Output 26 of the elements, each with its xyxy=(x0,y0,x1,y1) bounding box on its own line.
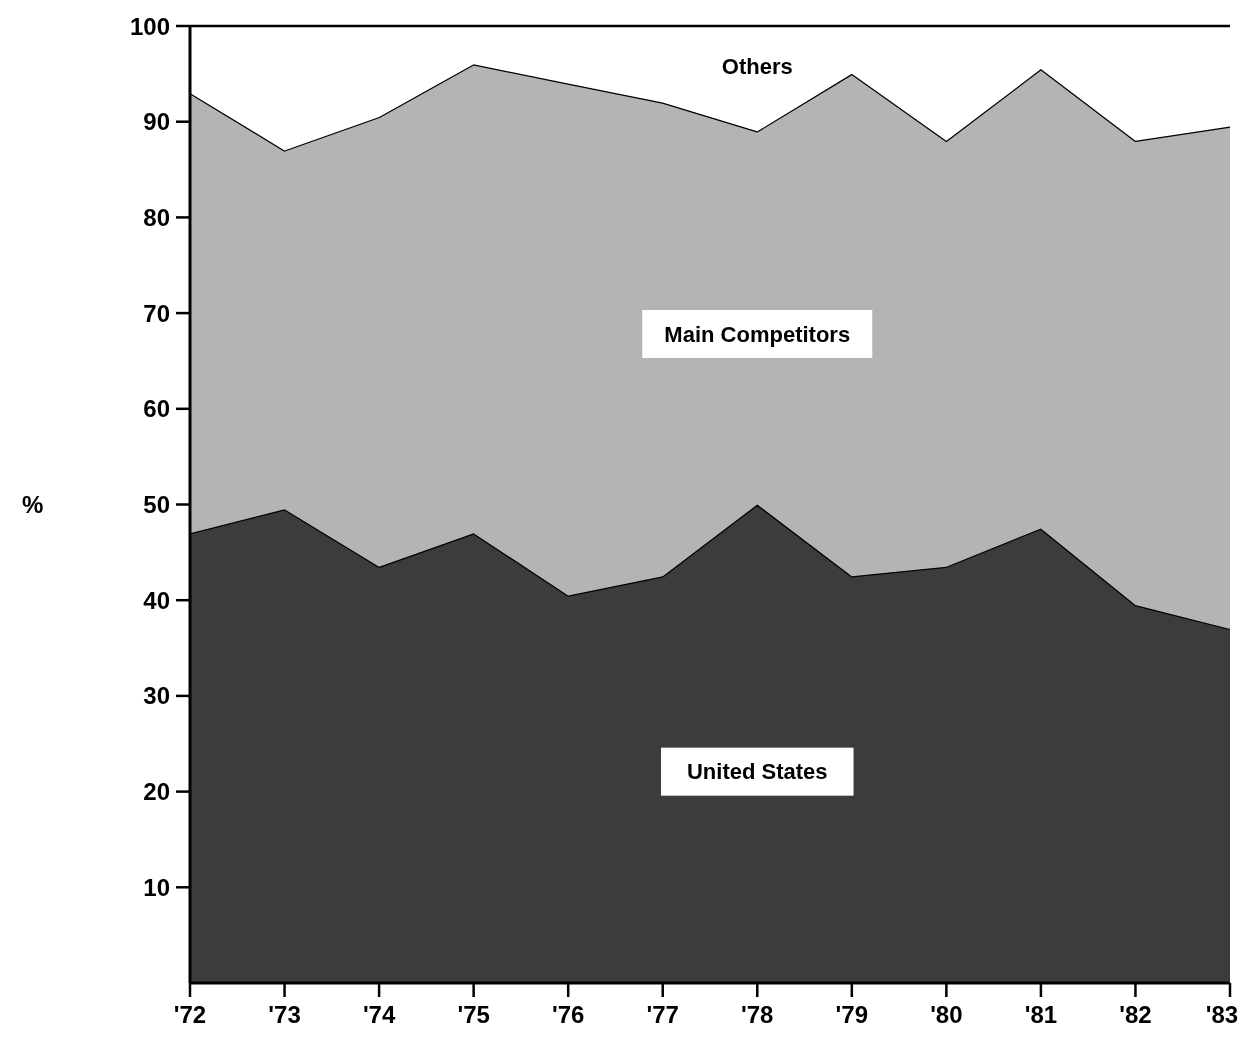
x-tick-label: '80 xyxy=(930,1001,963,1028)
y-tick-label: 40 xyxy=(143,586,170,614)
y-tick-label: 30 xyxy=(143,682,170,710)
x-tick-label: '81 xyxy=(1024,1001,1058,1028)
x-tick-label: '77 xyxy=(646,1001,679,1028)
y-tick-label: 70 xyxy=(143,299,170,327)
y-tick-label: 80 xyxy=(143,203,170,231)
series-label: Others xyxy=(721,54,793,80)
y-tick-label: 50 xyxy=(143,491,170,518)
x-tick-label: '83 xyxy=(1205,1001,1239,1028)
y-tick-label: 60 xyxy=(143,395,170,423)
x-tick-label: '75 xyxy=(457,1001,490,1028)
x-tick-label: '73 xyxy=(268,1001,301,1028)
x-tick-label: '82 xyxy=(1119,1001,1152,1028)
series-label: United States xyxy=(686,759,828,785)
x-tick-label: '78 xyxy=(741,1001,774,1028)
y-tick-label: 20 xyxy=(143,778,170,806)
y-tick-label: 10 xyxy=(143,873,170,901)
y-tick-label: 100 xyxy=(129,12,170,40)
y-axis-title: % xyxy=(22,491,44,518)
y-tick-label: 90 xyxy=(143,108,170,136)
x-tick-label: '74 xyxy=(362,1001,396,1028)
x-tick-label: '79 xyxy=(835,1001,869,1028)
series-label: Main Competitors xyxy=(664,321,851,347)
x-tick-label: '72 xyxy=(173,1001,207,1028)
x-tick-label: '76 xyxy=(551,1001,585,1028)
